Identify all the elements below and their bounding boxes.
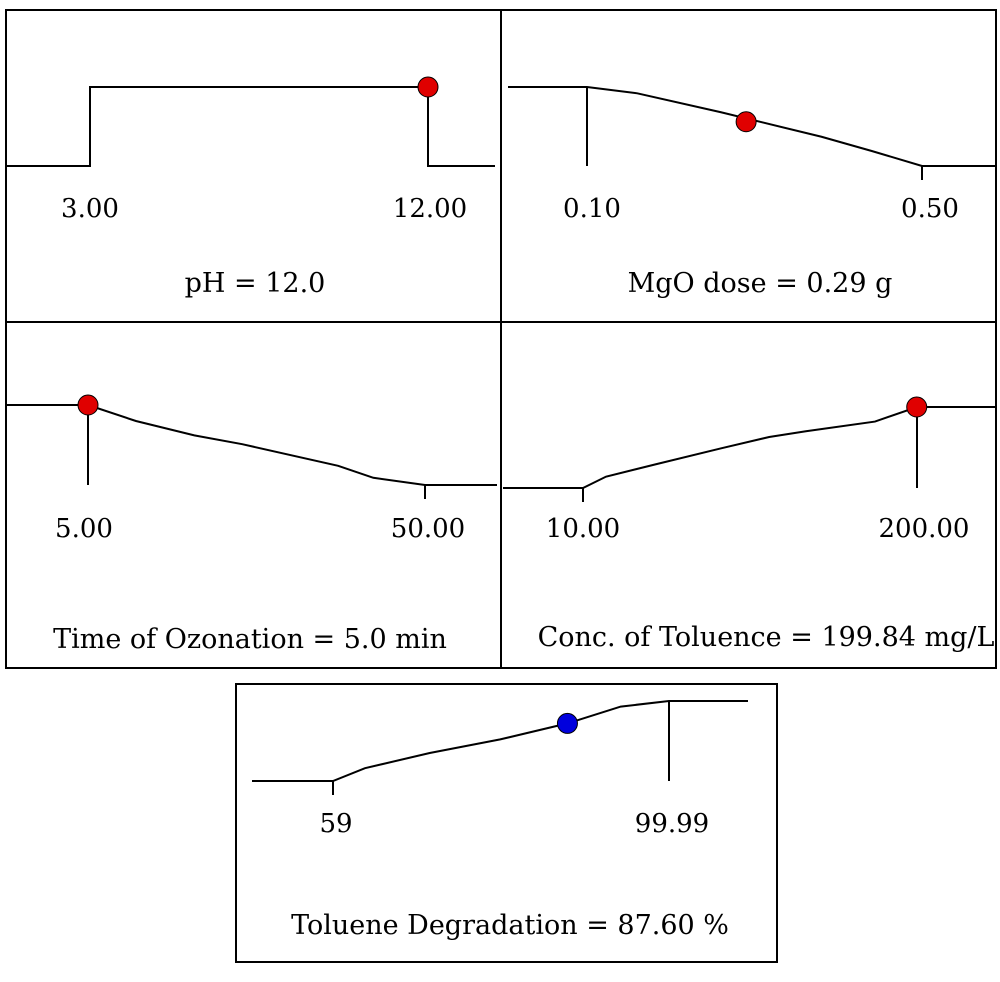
conc-of-toluence-frame	[500, 321, 997, 669]
time-of-ozonation-caption: Time of Ozonation = 5.0 min	[53, 624, 447, 655]
toluene-degradation-caption: Toluene Degradation = 87.60 %	[291, 910, 729, 941]
time-of-ozonation-frame	[5, 321, 502, 669]
ph-setting-marker	[417, 76, 439, 98]
mgo-dose-panel: 0.10 0.50 MgO dose = 0.29 g	[500, 9, 997, 323]
toluene-degradation-setting-marker	[556, 712, 578, 734]
ph-desirability-line	[6, 86, 495, 167]
toluene-degradation-max-label: 99.99	[635, 809, 709, 839]
time-of-ozonation-setting-marker	[77, 394, 99, 416]
toluene-degradation-panel: 59 99.99 Toluene Degradation = 87.60 %	[235, 683, 778, 963]
conc-of-toluence-max-label: 200.00	[879, 514, 970, 544]
toluene-degradation-frame	[235, 683, 778, 963]
time-of-ozonation-max-label: 50.00	[391, 514, 465, 544]
mgo-dose-desirability-line	[508, 86, 996, 167]
time-of-ozonation-min-label: 5.00	[55, 514, 113, 544]
mgo-dose-caption: MgO dose = 0.29 g	[628, 268, 893, 299]
time-of-ozonation-desirability-line	[6, 404, 497, 486]
conc-of-toluence-panel: 10.00 200.00 Conc. of Toluence = 199.84 mg…	[500, 321, 997, 669]
ph-panel: 3.00 12.00 pH = 12.0	[5, 9, 502, 323]
time-of-ozonation-panel: 5.00 50.00 Time of Ozonation = 5.0 min	[5, 321, 502, 669]
conc-of-toluence-min-label: 10.00	[546, 514, 620, 544]
toluene-degradation-desirability-line	[252, 700, 748, 782]
ph-min-label: 3.00	[61, 194, 119, 224]
mgo-dose-min-label: 0.10	[563, 194, 621, 224]
conc-of-toluence-setting-marker	[906, 396, 928, 418]
mgo-dose-max-label: 0.50	[901, 194, 959, 224]
ph-max-label: 12.00	[393, 194, 467, 224]
conc-of-toluence-desirability-line	[503, 406, 996, 489]
ph-caption: pH = 12.0	[185, 268, 326, 299]
conc-of-toluence-caption: Conc. of Toluence = 199.84 mg/L	[538, 622, 995, 653]
toluene-degradation-min-label: 59	[319, 809, 352, 839]
mgo-dose-setting-marker	[735, 111, 757, 133]
